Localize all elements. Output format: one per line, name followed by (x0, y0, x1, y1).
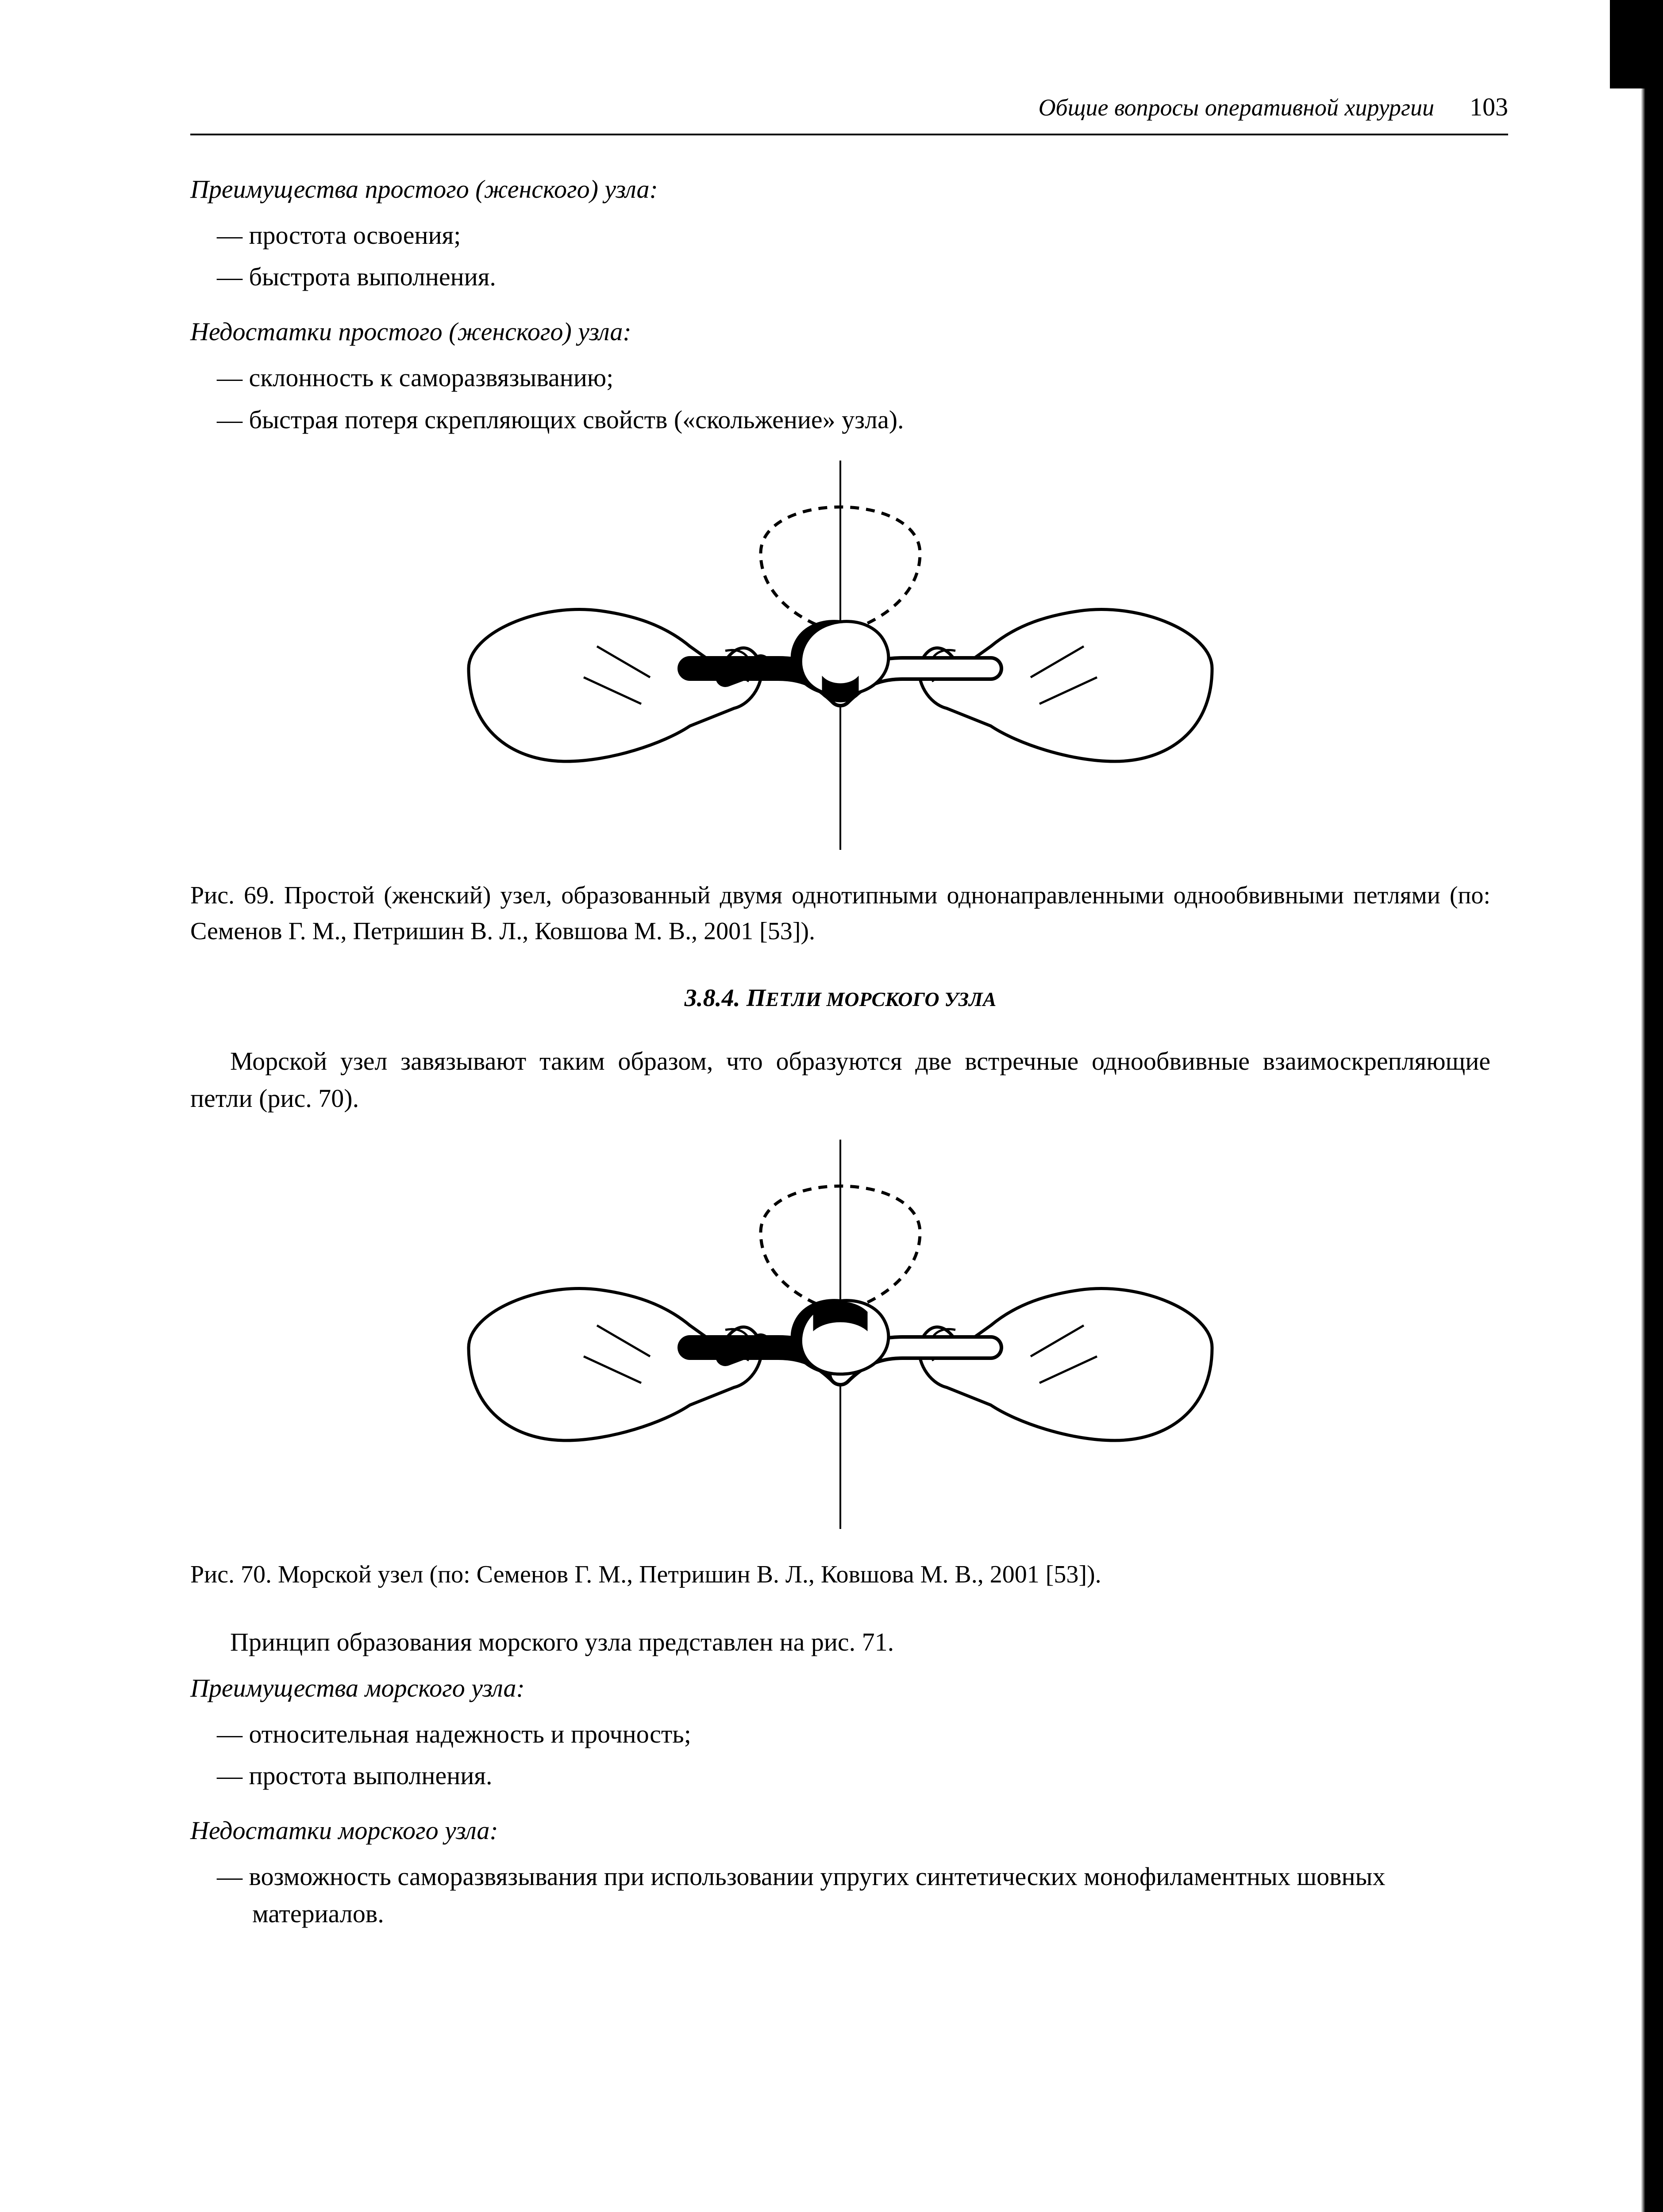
list-item: относительная надежность и прочность; (190, 1716, 1490, 1753)
list-item: быстрота выполнения. (190, 258, 1490, 296)
knot-illustration-marine (442, 1135, 1239, 1533)
simple-knot-disadvantages-heading: Недостатки простого (женского) узла: (190, 313, 1490, 350)
list-item: простота освоения; (190, 217, 1490, 254)
figure-69 (190, 456, 1490, 864)
principle-text: Принцип образования морского узла предст… (190, 1624, 1490, 1661)
marine-knot-disadvantages-list: возможность саморазвязывания при использ… (190, 1858, 1490, 1932)
marine-knot-intro: Морской узел завязывают таким образом, ч… (190, 1043, 1490, 1117)
scan-border-right (1641, 0, 1663, 2212)
section-title-rest: ЕТЛИ МОРСКОГО УЗЛА (766, 988, 996, 1010)
list-item: склонность к саморазвязыванию; (190, 359, 1490, 396)
scan-corner-top-right (1610, 0, 1663, 88)
list-item: возможность саморазвязывания при использ… (190, 1858, 1490, 1932)
section-number: 3.8.4. (685, 984, 740, 1012)
page: Общие вопросы оперативной хирургии 103 П… (0, 0, 1663, 2212)
section-title-first: П (747, 984, 766, 1012)
simple-knot-advantages-list: простота освоения; быстрота выполнения. (190, 217, 1490, 296)
running-head-title: Общие вопросы оперативной хирургии (1039, 90, 1434, 125)
list-item: простота выполнения. (190, 1757, 1490, 1794)
knot-illustration-simple (442, 456, 1239, 854)
section-heading: 3.8.4. ПЕТЛИ МОРСКОГО УЗЛА (190, 980, 1490, 1016)
figure-70 (190, 1135, 1490, 1544)
figure-70-caption: Рис. 70. Морской узел (по: Семенов Г. М.… (190, 1557, 1490, 1593)
page-number: 103 (1470, 88, 1508, 126)
marine-knot-disadvantages-heading: Недостатки морского узла: (190, 1812, 1490, 1849)
simple-knot-disadvantages-list: склонность к саморазвязыванию; быстрая п… (190, 359, 1490, 438)
running-head: Общие вопросы оперативной хирургии 103 (190, 88, 1508, 135)
marine-knot-advantages-heading: Преимущества морского узла: (190, 1670, 1490, 1707)
list-item: быстрая потеря скрепляющих свойств («ско… (190, 401, 1490, 438)
figure-69-caption: Рис. 69. Простой (женский) узел, образов… (190, 878, 1490, 949)
marine-knot-advantages-list: относительная надежность и прочность; пр… (190, 1716, 1490, 1794)
simple-knot-advantages-heading: Преимущества простого (женского) узла: (190, 171, 1490, 208)
